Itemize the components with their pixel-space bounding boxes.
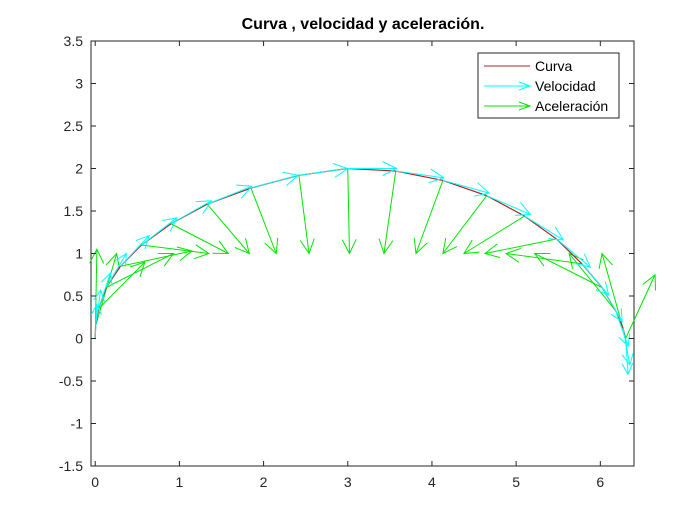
x-tick-label: 6 xyxy=(596,474,604,490)
velocidad-arrow xyxy=(442,179,491,197)
tick-layer: 0 1 2 3 4 5 6 -1.5 -1 -0.5 0 0.5 1 1.5 2 2.5 3 3.5 xyxy=(59,33,634,490)
y-tick-label: 2 xyxy=(75,161,83,177)
aceleracion-arrow xyxy=(170,223,230,255)
legend-swatch-aceleracion xyxy=(484,101,532,111)
legend-label-aceleracion: Aceleración xyxy=(535,98,608,114)
x-tick-label: 0 xyxy=(91,474,99,490)
aceleracion-arrow xyxy=(298,175,315,255)
velocidad-arrow xyxy=(524,215,565,241)
series-velocidad xyxy=(90,161,634,376)
velocidad-arrow xyxy=(621,338,634,376)
x-tick-label: 5 xyxy=(512,474,520,490)
velocidad-arrow xyxy=(486,195,532,216)
velocidad-arrow xyxy=(298,163,349,178)
aceleracion-arrow xyxy=(483,238,557,259)
velocidad-arrow xyxy=(206,184,253,205)
velocidad-arrow xyxy=(105,252,127,288)
aceleracion-arrow xyxy=(533,252,603,288)
data-layer xyxy=(89,161,657,376)
aceleracion-arrow xyxy=(105,252,175,288)
legend: Curva Velocidad Aceleración xyxy=(477,52,620,119)
aceleracion-arrow xyxy=(413,180,444,255)
velocidad-arrow xyxy=(347,161,398,176)
aceleracion-arrow xyxy=(442,195,488,255)
x-tick-label: 3 xyxy=(344,474,352,490)
y-tick-label: 0.5 xyxy=(64,288,84,304)
velocidad-arrow xyxy=(395,168,445,184)
x-tick-label: 2 xyxy=(260,474,268,490)
y-tick-label: 2.5 xyxy=(64,118,84,134)
aceleracion-arrow xyxy=(378,170,397,255)
y-tick-label: -0.5 xyxy=(59,373,83,389)
aceleracion-arrow xyxy=(341,168,357,255)
velocidad-arrow xyxy=(98,271,113,309)
velocidad-arrow xyxy=(601,287,623,323)
y-tick-label: 0 xyxy=(75,331,83,347)
velocidad-arrow xyxy=(170,200,213,225)
aceleracion-arrow xyxy=(462,215,525,255)
velocidad-arrow xyxy=(120,234,150,267)
aceleracion-arrow xyxy=(250,187,279,255)
legend-label-curva: Curva xyxy=(535,58,573,74)
velocidad-arrow xyxy=(141,217,178,246)
velocidad-arrow xyxy=(93,288,105,326)
aceleracion-arrow xyxy=(98,261,146,310)
aceleracion-arrow xyxy=(141,244,210,260)
legend-label-velocidad: Velocidad xyxy=(535,78,596,94)
x-tick-label: 1 xyxy=(175,474,183,490)
y-tick-label: 1.5 xyxy=(64,203,84,219)
aceleracion-arrow xyxy=(95,252,120,326)
aceleracion-arrow xyxy=(625,273,657,339)
aceleracion-arrow xyxy=(598,252,624,329)
velocidad-arrow xyxy=(556,238,592,268)
y-tick-label: -1 xyxy=(71,416,84,432)
velocidad-arrow xyxy=(581,263,610,296)
y-tick-label: 3 xyxy=(75,76,83,92)
aceleracion-arrow xyxy=(206,203,250,255)
chart-title: Curva , velocidad y aceleración. xyxy=(242,16,485,33)
legend-swatch-velocidad xyxy=(484,81,532,91)
y-tick-label: -1.5 xyxy=(59,458,83,474)
x-tick-label: 4 xyxy=(428,474,436,490)
y-tick-label: 1 xyxy=(75,246,83,262)
series-aceleracion xyxy=(89,168,657,339)
y-tick-label: 3.5 xyxy=(64,33,84,49)
velocidad-arrow xyxy=(250,171,300,189)
